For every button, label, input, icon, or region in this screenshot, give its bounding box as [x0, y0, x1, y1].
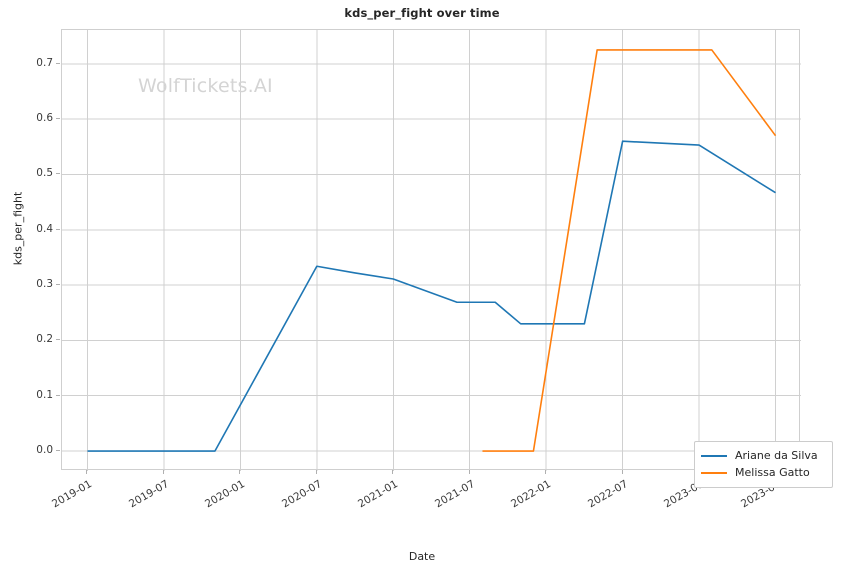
y-tick-mark [56, 173, 60, 175]
y-tick-mark [56, 450, 60, 452]
series-line [482, 49, 777, 452]
x-axis-label: Date [408, 550, 436, 563]
x-tick-mark [621, 470, 623, 474]
y-tick-mark [56, 394, 60, 396]
legend-color-swatch [701, 454, 727, 457]
x-tick-label: 2021-01 [356, 478, 401, 511]
legend-label: Melissa Gatto [735, 466, 810, 479]
x-tick-mark [545, 470, 547, 474]
x-tick-label: 2022-01 [509, 478, 554, 511]
legend-item[interactable]: Ariane da Silva [701, 447, 826, 464]
y-tick-mark [56, 284, 60, 286]
grid-lines [62, 30, 801, 471]
plot-area: WolfTickets.AI [61, 29, 801, 471]
y-tick-mark [56, 118, 60, 120]
legend-item[interactable]: Melissa Gatto [701, 464, 826, 481]
x-tick-mark [86, 470, 88, 474]
y-tick-label: 0.4 [36, 222, 53, 235]
series-line [87, 140, 776, 452]
legend-label: Ariane da Silva [735, 449, 818, 462]
y-tick-label: 0.6 [36, 112, 53, 125]
y-tick-mark [56, 339, 60, 341]
y-tick-label: 0.2 [36, 333, 53, 346]
series-lines [87, 49, 777, 452]
x-tick-label: 2021-07 [432, 478, 477, 511]
x-tick-mark [239, 470, 241, 474]
chart-legend[interactable]: Ariane da Silva Melissa Gatto [694, 441, 833, 488]
x-tick-mark [315, 470, 317, 474]
y-tick-mark [56, 228, 60, 230]
x-tick-label: 2019-07 [126, 478, 171, 511]
legend-color-swatch [701, 471, 727, 474]
chart-title: kds_per_fight over time [344, 6, 500, 20]
x-tick-mark [468, 470, 470, 474]
y-tick-label: 0.3 [36, 278, 53, 291]
x-tick-label: 2019-01 [50, 478, 95, 511]
x-tick-mark [162, 470, 164, 474]
x-tick-mark [392, 470, 394, 474]
y-tick-mark [56, 62, 60, 64]
x-tick-label: 2020-07 [279, 478, 324, 511]
y-tick-label: 0.1 [36, 388, 53, 401]
y-tick-label: 0.7 [36, 56, 53, 69]
y-axis-ticks: 0.0 0.1 0.2 0.3 0.4 0.5 0.6 0.7 [0, 29, 60, 470]
y-tick-label: 0.0 [36, 444, 53, 457]
x-tick-label: 2022-07 [585, 478, 630, 511]
y-tick-label: 0.5 [36, 167, 53, 180]
x-tick-label: 2020-01 [203, 478, 248, 511]
